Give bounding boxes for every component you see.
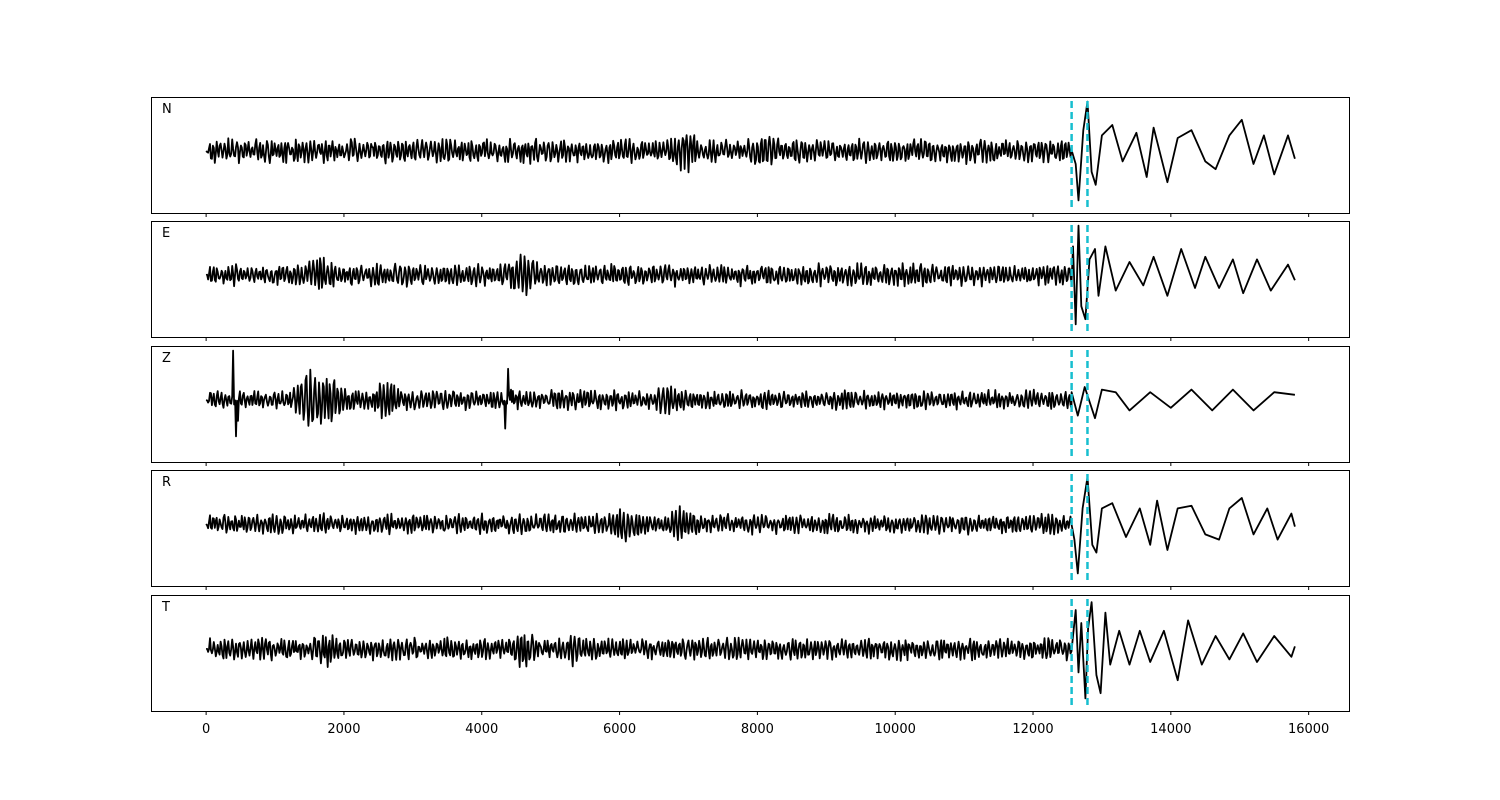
x-tick-label: 6000 [603, 722, 636, 737]
x-tick-label: 8000 [741, 722, 774, 737]
x-tick-label: 4000 [465, 722, 498, 737]
panel-z: Z [151, 346, 1350, 466]
channel-label: Z [162, 351, 171, 366]
panel-frame [151, 346, 1350, 463]
waveform-trace [205, 476, 1296, 575]
waveform-trace [205, 349, 1296, 438]
panel-t: T [151, 595, 1350, 715]
x-tick-label: 12000 [1012, 722, 1053, 737]
x-tick-label: 10000 [875, 722, 916, 737]
x-axis: 0 2000 4000 6000 8000 10000 12000 14000 16000 [202, 722, 1329, 737]
channel-label: R [162, 475, 171, 490]
panel-r: R [151, 470, 1350, 590]
waveform-trace [205, 100, 1296, 202]
panels: N E Z R T [151, 97, 1350, 715]
panel-frame [151, 97, 1350, 214]
panel-frame [151, 470, 1350, 587]
panel-e: E [151, 221, 1350, 341]
x-tick-label: 2000 [327, 722, 360, 737]
panel-frame [151, 221, 1350, 338]
panel-n: N [151, 97, 1350, 217]
waveform-trace [206, 601, 1296, 700]
channel-label: E [162, 226, 170, 241]
x-tick-label: 0 [202, 722, 210, 737]
waveform-trace [205, 224, 1296, 326]
channel-label: N [162, 102, 172, 117]
channel-label: T [161, 600, 170, 615]
x-tick-label: 14000 [1150, 722, 1191, 737]
panel-frame [151, 595, 1350, 712]
x-tick-label: 16000 [1288, 722, 1329, 737]
